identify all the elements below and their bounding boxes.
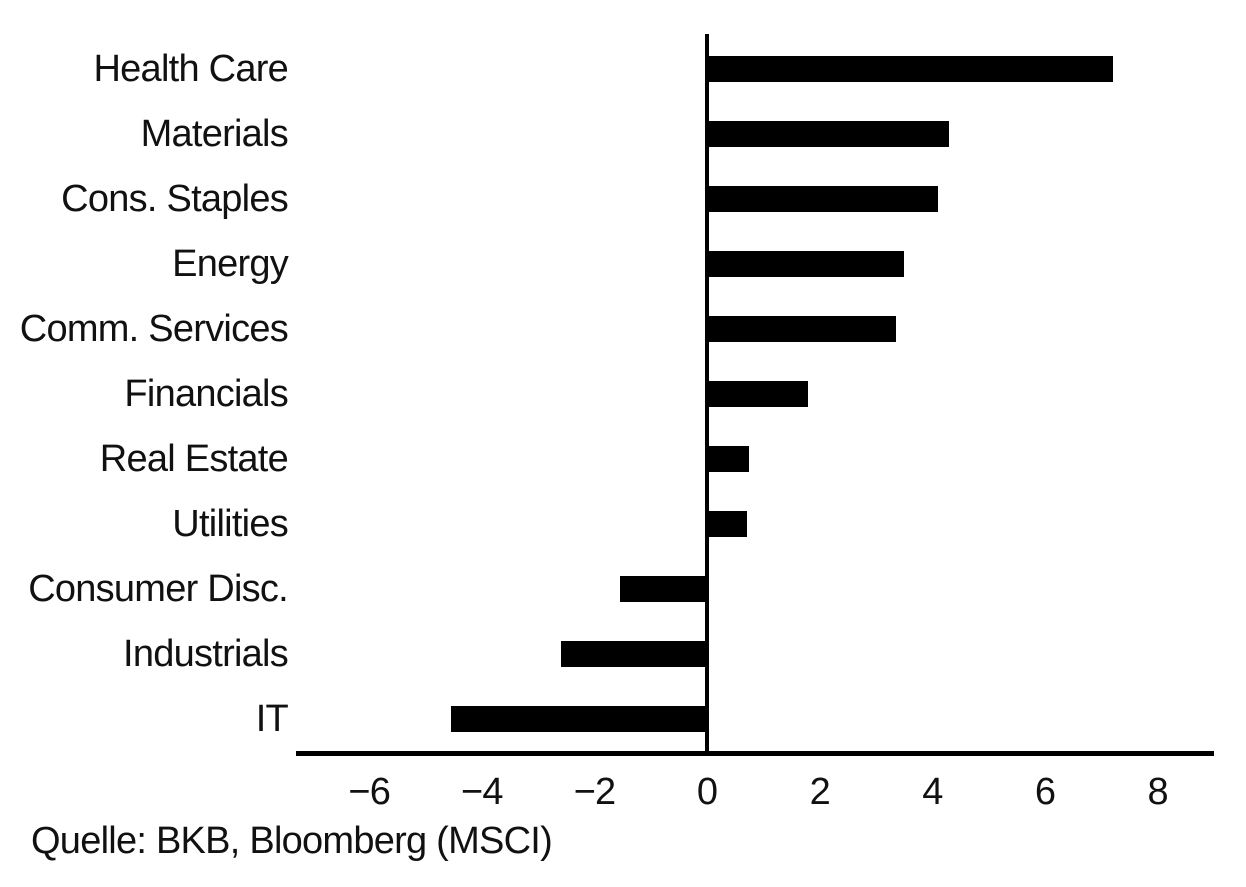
category-label: Energy: [172, 243, 289, 285]
bar: [560, 641, 708, 667]
source-note: Quelle: BKB, Bloomberg (MSCI): [31, 820, 553, 862]
category-label: Utilities: [172, 503, 288, 545]
category-label: Health Care: [93, 48, 288, 90]
category-label: Cons. Staples: [61, 178, 289, 220]
bar: [619, 576, 708, 602]
x-tick-label: 6: [1034, 771, 1056, 813]
bar: [707, 56, 1113, 82]
bar: [707, 316, 896, 342]
category-label: Consumer Disc.: [28, 568, 289, 610]
category-label: Materials: [140, 113, 289, 155]
category-label: Comm. Services: [19, 308, 289, 350]
x-tick-label: 2: [809, 771, 831, 813]
x-tick-label: −2: [573, 771, 617, 813]
bar: [707, 511, 747, 537]
bar: [707, 381, 809, 407]
category-label: Real Estate: [99, 438, 289, 480]
x-tick-label: 4: [922, 771, 943, 813]
x-tick-label: 8: [1147, 771, 1168, 813]
category-label: Financials: [124, 373, 288, 415]
bar: [707, 121, 950, 147]
bar: [707, 186, 939, 212]
bar: [707, 251, 905, 277]
x-tick-label: 0: [696, 771, 718, 813]
zero-baseline: [705, 34, 710, 756]
x-tick-label: −6: [348, 771, 391, 813]
bar: [707, 446, 750, 472]
category-label: Industrials: [123, 633, 289, 675]
bar: [450, 706, 708, 732]
x-axis-line: [296, 751, 1214, 756]
x-tick-label: −4: [460, 771, 504, 813]
category-label: IT: [255, 698, 289, 740]
